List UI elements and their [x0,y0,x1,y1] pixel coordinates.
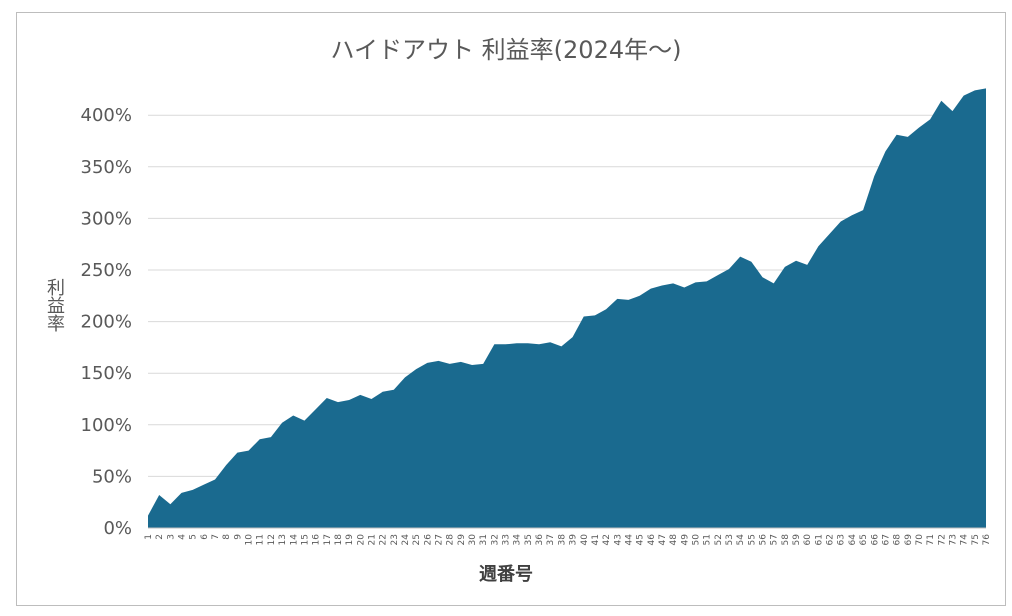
x-tick-label: 22 [379,534,389,545]
y-tick-label: 350% [81,157,132,178]
x-tick-label: 55 [747,534,757,545]
x-tick-label: 47 [658,534,668,545]
x-tick-label: 70 [915,534,925,546]
x-tick-label: 8 [222,534,232,540]
x-tick-label: 2 [155,534,165,540]
x-tick-label: 74 [960,534,970,546]
x-tick-label: 64 [848,534,858,546]
x-tick-label: 21 [367,534,377,545]
y-tick-label: 50% [92,466,132,487]
x-tick-label: 11 [256,534,266,545]
y-tick-label: 250% [81,260,132,281]
x-tick-label: 51 [703,534,713,545]
x-tick-label: 30 [468,534,478,546]
x-tick-label: 32 [490,534,500,545]
x-axis-label: 週番号 [479,564,533,585]
x-tick-label: 48 [669,534,679,546]
x-tick-label: 38 [557,534,567,546]
x-tick-label: 10 [245,534,255,546]
x-tick-label: 49 [680,534,690,546]
x-tick-label: 3 [166,534,176,540]
x-tick-label: 4 [178,534,188,540]
x-tick-label: 34 [513,534,523,546]
y-tick-label: 0% [103,518,132,539]
x-tick-label: 53 [725,534,735,545]
x-tick-label: 76 [982,534,992,546]
x-tick-label: 50 [691,534,701,546]
x-tick-label: 66 [870,534,880,546]
x-tick-label: 25 [412,534,422,545]
y-tick-label: 300% [81,208,132,229]
x-tick-label: 69 [904,534,914,546]
x-tick-label: 73 [948,534,958,545]
x-tick-label: 13 [278,534,288,545]
x-tick-label: 63 [837,534,847,545]
x-tick-label: 33 [502,534,512,545]
x-tick-label: 29 [457,534,467,546]
y-tick-label: 200% [81,312,132,333]
x-tick-label: 5 [189,534,199,540]
x-tick-label: 20 [356,534,366,546]
x-tick-label: 37 [546,534,556,545]
x-tick-label: 44 [624,534,634,546]
x-tick-label: 18 [334,534,344,546]
x-tick-label: 26 [423,534,433,546]
x-tick-label: 6 [200,534,210,540]
x-tick-label: 45 [636,534,646,545]
x-tick-label: 40 [580,534,590,546]
x-tick-label: 72 [937,534,947,545]
x-tick-label: 58 [781,534,791,546]
x-tick-label: 28 [446,534,456,546]
x-tick-label: 54 [736,534,746,546]
x-tick-label: 67 [881,534,891,545]
x-tick-label: 75 [971,534,981,545]
x-tick-label: 56 [759,534,769,546]
x-tick-label: 35 [524,534,534,545]
x-tick-label: 1 [144,534,154,540]
x-tick-label: 60 [803,534,813,546]
x-tick-label: 68 [893,534,903,546]
area-series [148,88,986,529]
x-tick-label: 41 [591,534,601,545]
x-tick-label: 43 [613,534,623,545]
x-tick-label: 31 [479,534,489,545]
x-tick-label: 15 [300,534,310,545]
x-tick-label: 9 [233,534,243,540]
y-tick-label: 400% [81,105,132,126]
x-tick-label: 23 [390,534,400,545]
x-tick-label: 36 [535,534,545,546]
y-axis-label: 利益率 [44,278,65,332]
chart-title: ハイドアウト 利益率(2024年〜) [330,36,682,64]
x-tick-label: 17 [323,534,333,545]
y-tick-label: 150% [81,363,132,384]
y-tick-label: 100% [81,415,132,436]
x-tick-label: 19 [345,534,355,546]
x-tick-label: 12 [267,534,277,545]
x-tick-label: 39 [569,534,579,546]
x-tick-label: 71 [926,534,936,545]
x-tick-label: 24 [401,534,411,546]
x-tick-label: 59 [792,534,802,546]
x-tick-label: 52 [714,534,724,545]
x-tick-label: 14 [289,534,299,546]
x-tick-label: 62 [826,534,836,545]
x-tick-label: 42 [602,534,612,545]
x-tick-label: 16 [312,534,322,546]
x-tick-label: 7 [211,534,221,540]
x-tick-label: 61 [814,534,824,545]
x-tick-label: 46 [647,534,657,546]
x-tick-label: 65 [859,534,869,545]
x-tick-label: 27 [435,534,445,545]
x-tick-label: 57 [770,534,780,545]
